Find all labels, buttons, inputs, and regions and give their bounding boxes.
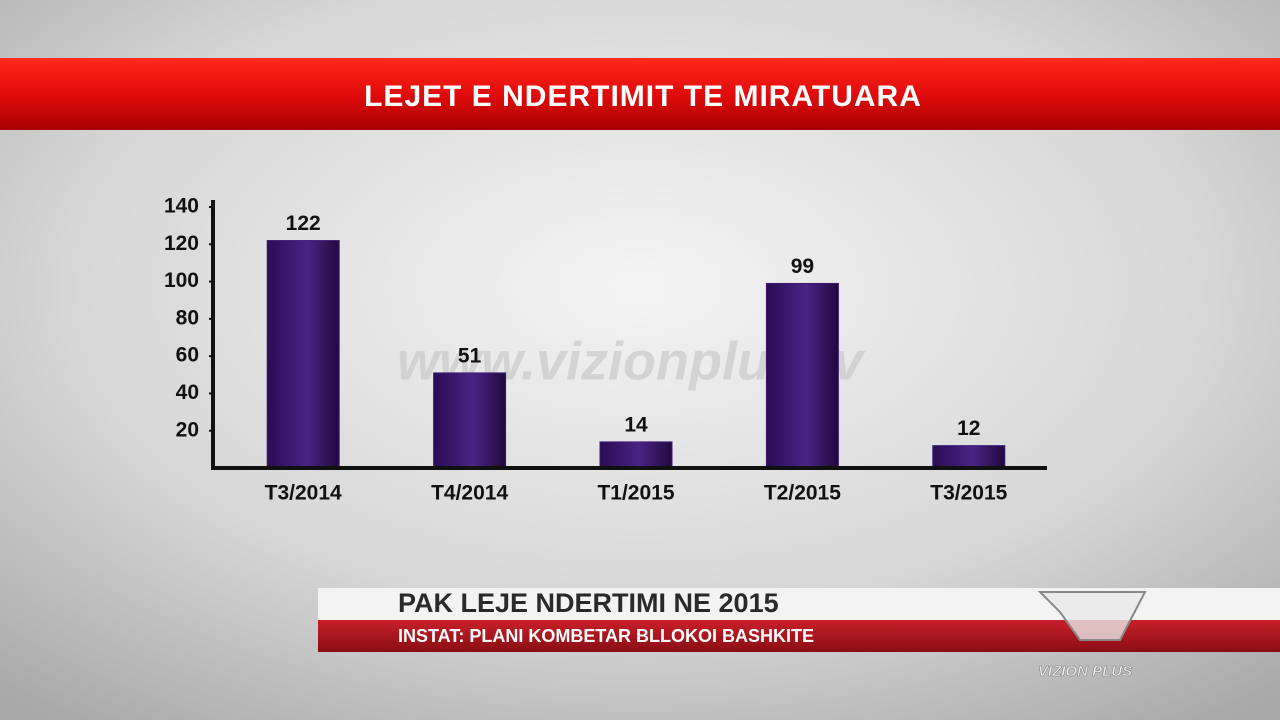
bar [932,445,1006,469]
title-banner [0,58,1280,130]
x-tick-label: T3/2014 [265,482,342,505]
value-label: 14 [624,413,648,436]
y-tick-label: 120 [164,232,199,255]
x-tick-label: T1/2015 [597,482,674,505]
y-tick-label: 60 [176,344,199,367]
chart-title: LEJET E NDERTIMIT TE MIRATUARA [364,80,922,113]
x-tick-label: T3/2015 [930,482,1007,505]
logo: VIZION PLUS [1038,663,1132,680]
logo-mark [1037,591,1147,641]
subline: INSTAT: PLANI KOMBETAR BLLOKOI BASHKITE [398,626,814,646]
headline: PAK LEJE NDERTIMI NE 2015 [398,588,779,618]
y-tick-label: 40 [176,381,199,404]
bar [599,441,673,469]
value-label: 122 [286,212,321,235]
y-tick-label: 100 [164,269,199,292]
x-tick-label: T2/2015 [764,482,841,505]
value-label: 12 [957,417,980,440]
y-tick-label: 80 [176,306,199,329]
bar [266,240,340,469]
y-tick-label: 140 [164,195,199,218]
x-tick-label: T4/2014 [431,482,508,505]
plot: 20 40 60 80 100 120 140 T3/2014 122 T4/2014 51 T1/2… [164,195,1008,505]
y-tick-label: 20 [176,418,199,441]
bar [765,282,839,469]
bar [433,372,507,469]
value-label: 99 [791,255,814,278]
value-label: 51 [458,344,482,367]
